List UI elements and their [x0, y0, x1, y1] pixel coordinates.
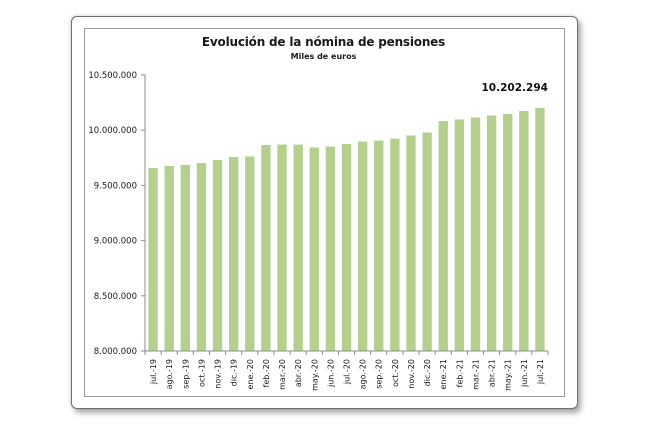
x-tick-label: jun.-21 [520, 359, 529, 388]
bar-feb.-21 [454, 119, 465, 352]
bar-oct.-19 [196, 162, 207, 351]
bar-dic.-20 [422, 132, 432, 351]
x-tick-label: mar.-21 [471, 359, 480, 390]
x-tick-label: nov.-19 [214, 359, 223, 389]
bar-abr.-21 [486, 115, 497, 352]
y-tick-label: 10.500.000 [88, 71, 137, 81]
x-tick-label: feb.-21 [455, 359, 464, 387]
bar-feb.-20 [261, 144, 271, 351]
x-tick-label: ago.-20 [359, 359, 368, 389]
bar-ene.-20 [245, 156, 255, 351]
bar-mar.-21 [470, 117, 481, 351]
x-tick-label: dic.-19 [230, 359, 239, 386]
bar-oct.-20 [390, 138, 400, 351]
x-tick-label: jun.-20 [326, 359, 335, 388]
bar-ene.-21 [438, 121, 448, 351]
x-tick-label: mar.-20 [278, 359, 287, 390]
y-tick-label: 9.000.000 [94, 237, 137, 247]
x-tick-label: jul.-20 [343, 359, 352, 385]
bar-jul.-19 [148, 168, 158, 351]
x-tick-label: sep.-19 [181, 359, 190, 389]
x-tick-label: abr.-21 [488, 359, 497, 387]
x-tick-label: oct.-20 [391, 359, 400, 387]
x-tick-label: jul.-21 [536, 359, 545, 385]
data-label-jul.-21: 10.202.294 [482, 82, 548, 94]
x-tick-label: ene.-20 [246, 359, 255, 390]
x-tick-label: may.-21 [504, 359, 513, 391]
chart-area-frame [84, 28, 565, 397]
x-tick-label: ago.-19 [165, 359, 174, 389]
bar-sep.-19 [180, 164, 190, 351]
x-tick-label: oct.-19 [197, 359, 206, 387]
y-tick-label: 8.000.000 [94, 347, 137, 357]
y-tick-label: 8.500.000 [94, 292, 137, 302]
x-tick-label: may.-20 [310, 359, 319, 391]
x-tick-label: nov.-20 [407, 359, 416, 389]
bar-nov.-19 [212, 160, 223, 351]
x-tick-label: sep.-20 [375, 359, 384, 389]
bar-may.-20 [309, 147, 319, 351]
bar-nov.-20 [406, 135, 416, 351]
bar-jul.-21 [535, 107, 545, 352]
x-tick-label: jul.-19 [149, 359, 158, 385]
bar-jun.-20 [325, 146, 336, 351]
chart-subtitle: Miles de euros [290, 52, 357, 61]
bar-ago.-20 [357, 141, 368, 351]
x-tick-label: abr.-20 [294, 359, 303, 387]
x-tick-label: feb.-20 [262, 359, 271, 387]
x-tick-label: ene.-21 [439, 359, 448, 390]
bar-jun.-21 [519, 110, 529, 352]
bar-jul.-20 [341, 144, 352, 351]
bar-abr.-20 [293, 144, 303, 351]
y-tick-label: 10.000.000 [88, 126, 137, 136]
bar-may.-21 [503, 113, 513, 351]
bar-dic.-19 [228, 157, 239, 351]
bar-mar.-20 [277, 144, 287, 351]
x-tick-label: dic.-20 [423, 359, 432, 386]
chart-title: Evolución de la nómina de pensiones [201, 35, 446, 49]
y-tick-label: 9.500.000 [94, 181, 137, 191]
bar-ago.-19 [164, 165, 174, 351]
bar-sep.-20 [374, 140, 384, 351]
